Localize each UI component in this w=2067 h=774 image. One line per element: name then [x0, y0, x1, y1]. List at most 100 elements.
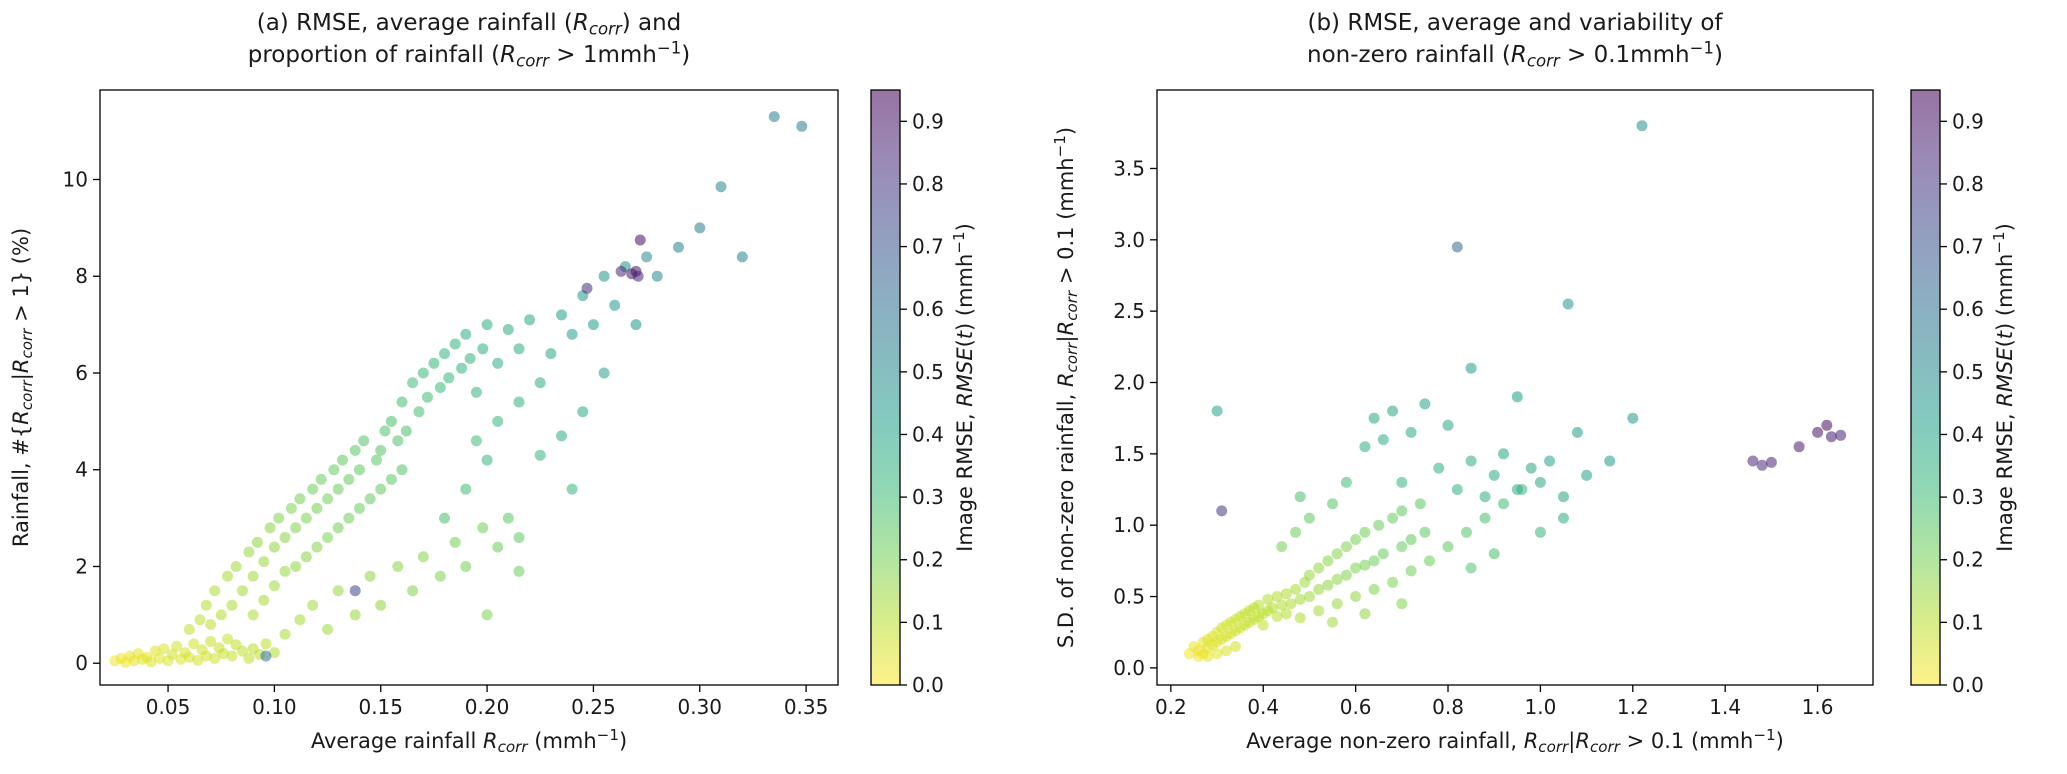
scatter-point [354, 502, 365, 514]
scatter-point [1294, 593, 1306, 605]
colorbar-tick-label: 0.4 [1952, 422, 1984, 446]
scatter-point [1627, 412, 1639, 424]
scatter-point [1303, 569, 1315, 581]
scatter-point [1193, 651, 1205, 662]
x-tick-label: 0.20 [465, 695, 510, 719]
scatter-point [194, 614, 206, 626]
plot-spines [1156, 89, 1874, 686]
scatter-point [279, 565, 291, 577]
scatter-point [556, 430, 567, 442]
scatter-point [615, 265, 627, 277]
scatter-point [422, 391, 433, 403]
scatter-point [396, 396, 408, 408]
scatter-point [328, 464, 340, 476]
scatter-point [217, 648, 229, 660]
scatter-point [237, 585, 248, 597]
scatter-point [222, 633, 234, 645]
scatter-point [200, 650, 212, 662]
scatter-point [1257, 619, 1269, 631]
scatter-point [1276, 599, 1288, 611]
scatter-point [1267, 602, 1278, 614]
scatter-point [577, 406, 589, 418]
colorbar-outline [1910, 89, 1941, 686]
scatter-point [417, 551, 429, 563]
colorbar-tick-label: 0.0 [1952, 673, 1984, 697]
scatter-point [460, 561, 472, 572]
scatter-point [349, 585, 361, 597]
scatter-point [1368, 412, 1380, 424]
scatter-point [183, 651, 195, 663]
scatter-point [375, 444, 387, 456]
scatter-point [311, 502, 323, 514]
scatter-point [1350, 591, 1362, 602]
scatter-point [1465, 562, 1477, 574]
scatter-point [502, 512, 514, 524]
scatter-point [332, 522, 344, 534]
scatter-point [1747, 455, 1759, 467]
colorbar-tick-label: 0.6 [1952, 297, 1984, 321]
scatter-point [300, 512, 312, 524]
x-tick-label: 1.6 [1802, 695, 1834, 719]
scatter-point [215, 609, 227, 621]
colorbar-tick-label: 0.1 [912, 610, 944, 634]
scatter-point [1414, 498, 1426, 510]
scatter-point [1230, 641, 1241, 652]
scatter-point [1821, 419, 1833, 431]
panel-title-line2: non-zero rainfall (Rcorr > 0.1mmh−1) [1307, 38, 1723, 70]
x-tick-label: 0.6 [1340, 695, 1372, 719]
scatter-point [400, 425, 412, 437]
scatter-point [375, 599, 387, 611]
scatter-point [407, 585, 419, 597]
scatter-point [524, 314, 536, 326]
scatter-point [1571, 426, 1583, 438]
scatter-point [460, 483, 472, 495]
y-tick-label: 1.5 [1113, 442, 1145, 466]
scatter-point [1558, 512, 1569, 524]
scatter-point [1340, 541, 1352, 553]
scatter-point [209, 652, 221, 664]
scatter-point [322, 493, 334, 505]
scatter-point [260, 638, 272, 650]
scatter-point [264, 522, 276, 534]
plot-spines [99, 89, 839, 686]
scatter-point [1276, 541, 1288, 553]
scatter-point [477, 343, 489, 355]
x-tick-label: 0.4 [1247, 695, 1279, 719]
scatter-point [1451, 241, 1463, 253]
panel-a-colorbar: 0.0 0.1 0.2 0.3 0.4 0.5 0.6 0.7 0.8 0.9 Image RMSE… [870, 89, 977, 697]
colorbar-tick-label: 0.6 [912, 297, 944, 321]
scatter-point [1271, 591, 1283, 602]
scatter-point [1424, 555, 1435, 567]
scatter-point [1331, 598, 1343, 610]
scatter-point [1253, 599, 1265, 611]
scatter-point [258, 556, 270, 568]
scatter-point [641, 251, 653, 263]
scatter-point [534, 377, 546, 389]
scatter-point [354, 464, 365, 476]
scatter-point [502, 324, 514, 335]
scatter-point [364, 493, 376, 505]
scatter-point [1442, 419, 1454, 431]
scatter-point [343, 473, 355, 485]
y-tick-label: 3.5 [1113, 156, 1145, 180]
scatter-point [513, 343, 525, 355]
scatter-point [470, 435, 482, 447]
scatter-point [315, 473, 327, 485]
scatter-point [260, 650, 272, 662]
scatter-point [1479, 512, 1491, 524]
scatter-point [1419, 526, 1431, 538]
scatter-point [443, 372, 455, 384]
scatter-point [332, 483, 344, 495]
scatter-point [1313, 583, 1325, 595]
colorbar-tick-label: 0.5 [1952, 360, 1984, 384]
scatter-point [1290, 526, 1302, 538]
y-tick-label: 4 [75, 458, 88, 482]
scatter-point [456, 362, 468, 374]
scatter-point [364, 570, 376, 582]
panel-title-line1: (b) RMSE, average and variability of [1307, 10, 1723, 36]
scatter-point [1331, 573, 1343, 585]
scatter-point [1534, 476, 1546, 488]
scatter-point [1216, 505, 1228, 517]
scatter-point [396, 464, 408, 476]
